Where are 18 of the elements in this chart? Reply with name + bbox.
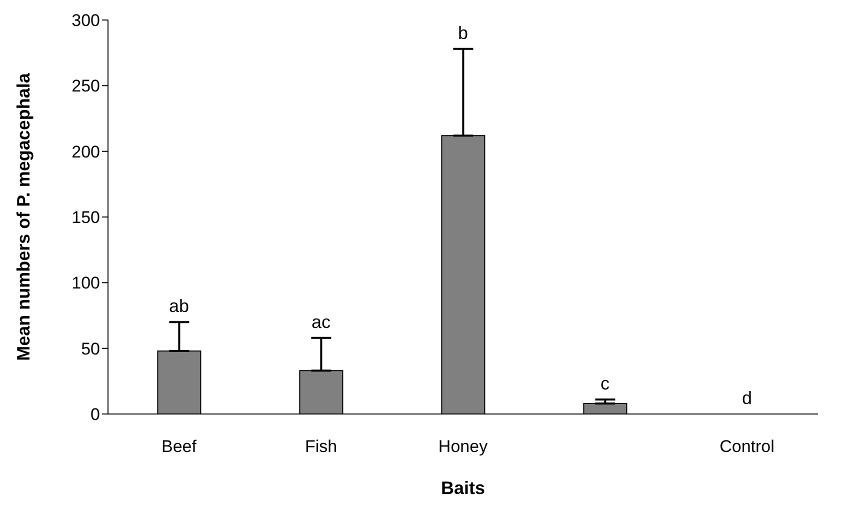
x-tick-label: Honey bbox=[438, 437, 488, 456]
annotation: d bbox=[742, 388, 752, 408]
x-axis-title: Baits bbox=[440, 478, 486, 498]
y-tick-label: 150 bbox=[72, 208, 100, 228]
y-axis-title: Mean numbers of P. megacephala bbox=[13, 72, 34, 361]
x-tick-label: Fish bbox=[304, 437, 338, 456]
y-tick-label: 100 bbox=[72, 274, 100, 293]
annotation: ab bbox=[168, 296, 190, 316]
x-tick-label: Control bbox=[720, 437, 774, 456]
annotation: c bbox=[600, 374, 610, 394]
y-tick-label: 50 bbox=[81, 339, 100, 358]
annotation: b bbox=[458, 22, 468, 43]
y-tick-label: 0 bbox=[90, 405, 100, 424]
y-tick-label: 200 bbox=[72, 142, 100, 162]
y-tick-label: 300 bbox=[72, 11, 100, 30]
y-tick-label: 250 bbox=[72, 76, 100, 96]
annotation: ac bbox=[311, 312, 331, 332]
x-tick-label: Beef bbox=[162, 437, 197, 456]
